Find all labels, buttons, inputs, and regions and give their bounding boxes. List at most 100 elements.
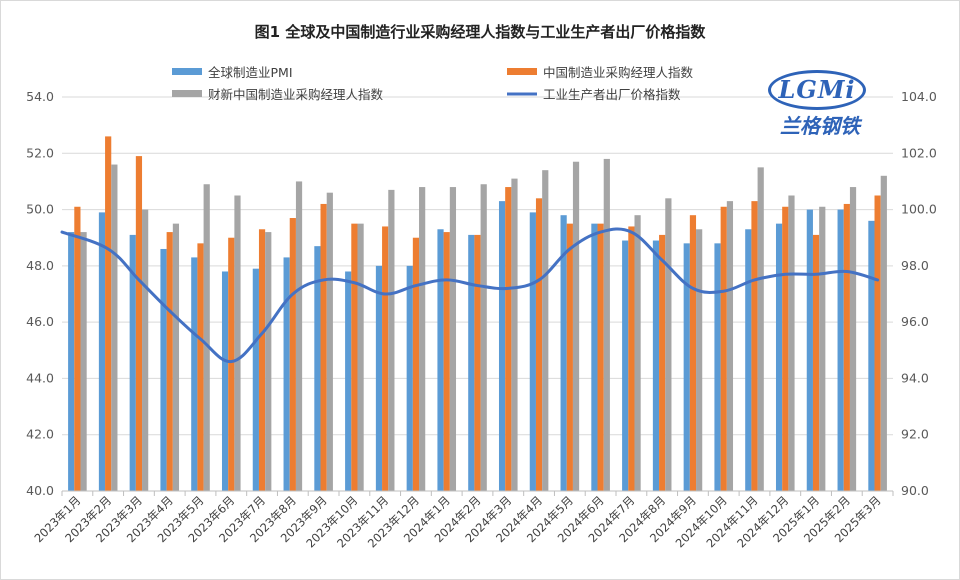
bar-3 [880, 175, 887, 492]
y-left-tick-label: 52.0 [26, 145, 54, 160]
legend-swatch [172, 90, 202, 97]
bar-1 [375, 265, 383, 491]
bar-2 [351, 223, 358, 491]
bar-2 [228, 237, 235, 491]
bar-2 [597, 223, 604, 491]
y-left-tick-label: 48.0 [26, 258, 54, 273]
bar-3 [80, 232, 87, 492]
bar-3 [819, 206, 826, 491]
bar-3 [634, 215, 641, 491]
bar-1 [745, 229, 752, 491]
bar-2 [105, 136, 112, 491]
bar-1 [68, 232, 75, 492]
bar-2 [689, 215, 697, 491]
bar-1 [868, 220, 875, 492]
bar-3 [265, 232, 272, 492]
bar-1 [714, 243, 721, 491]
bar-3 [696, 229, 703, 491]
bar-2 [289, 218, 296, 491]
line-series-group [60, 227, 880, 364]
bar-3 [511, 178, 518, 491]
bar-series-group [68, 136, 887, 492]
bar-2 [720, 206, 727, 491]
bar-3 [419, 187, 426, 492]
bar-1 [314, 246, 321, 491]
bar-1 [160, 248, 167, 491]
bar-1 [283, 257, 290, 491]
bar-1 [252, 268, 259, 491]
y-left-tick-label: 54.0 [26, 89, 54, 104]
bar-2 [628, 226, 635, 491]
bar-1 [622, 240, 629, 491]
bar-2 [474, 234, 481, 491]
chart-title: 图1 全球及中国制造行业采购经理人指数与工业生产者出厂价格指数 [255, 23, 707, 41]
bar-3 [357, 223, 364, 491]
bar-1 [406, 265, 413, 491]
y-right-tick-label: 98.0 [901, 258, 929, 273]
bar-2 [258, 229, 266, 491]
bar-3 [234, 195, 241, 491]
bar-3 [665, 198, 672, 492]
legend-label: 工业生产者出厂价格指数 [543, 87, 681, 102]
bar-2 [782, 206, 789, 491]
bar-1 [468, 234, 475, 491]
bar-2 [412, 237, 420, 491]
y-left-tick-label: 42.0 [26, 427, 54, 442]
bar-3 [449, 187, 457, 492]
bar-1 [98, 212, 106, 491]
y-left-tick-label: 40.0 [26, 483, 54, 498]
bar-2 [443, 232, 450, 492]
bar-2 [505, 187, 512, 492]
y-right-tick-label: 104.0 [901, 89, 937, 104]
bar-3 [603, 158, 610, 491]
bar-3 [388, 189, 395, 491]
legend-label: 中国制造业采购经理人指数 [543, 65, 694, 80]
bar-1 [345, 271, 352, 491]
legend-swatch [507, 68, 537, 75]
bar-2 [197, 243, 204, 491]
logo-subtitle: 兰格钢铁 [780, 114, 860, 138]
bar-1 [560, 215, 567, 491]
y-right-tick-label: 94.0 [901, 370, 929, 385]
bar-3 [142, 209, 149, 492]
bar-3 [726, 201, 734, 491]
y-left-tick-label: 44.0 [26, 370, 54, 385]
bar-1 [806, 209, 813, 492]
bar-3 [480, 184, 487, 491]
bar-1 [529, 212, 536, 491]
bar-3 [172, 223, 180, 491]
bar-3 [757, 167, 764, 491]
bar-2 [382, 226, 389, 491]
bar-2 [843, 203, 850, 491]
bar-2 [166, 232, 173, 492]
y-left-tick-label: 50.0 [26, 202, 54, 217]
legend-swatch [172, 68, 202, 75]
bar-1 [129, 234, 136, 491]
bar-3 [295, 181, 303, 491]
bar-1 [652, 240, 660, 491]
logo-mark: LGMi [768, 70, 866, 110]
y-right-tick-label: 90.0 [901, 483, 929, 498]
y-right-tick-label: 96.0 [901, 314, 929, 329]
bar-1 [437, 229, 444, 491]
bar-3 [326, 192, 333, 491]
bar-3 [542, 170, 549, 491]
bar-1 [591, 223, 598, 491]
bar-3 [849, 187, 857, 492]
bar-2 [659, 234, 666, 491]
bar-2 [74, 206, 81, 491]
brand-logo: LGMi 兰格钢铁 [760, 66, 880, 142]
bar-1 [498, 201, 506, 491]
bar-2 [320, 203, 327, 491]
bar-2 [535, 198, 543, 492]
legend-label: 财新中国制造业采购经理人指数 [208, 87, 384, 102]
legend-label: 全球制造业PMI [208, 65, 293, 80]
bar-2 [751, 201, 758, 491]
bar-3 [788, 195, 795, 491]
y-right-tick-label: 102.0 [901, 145, 937, 160]
bar-1 [775, 223, 783, 491]
bar-3 [572, 161, 580, 491]
bar-2 [566, 223, 573, 491]
y-left-tick-label: 46.0 [26, 314, 54, 329]
